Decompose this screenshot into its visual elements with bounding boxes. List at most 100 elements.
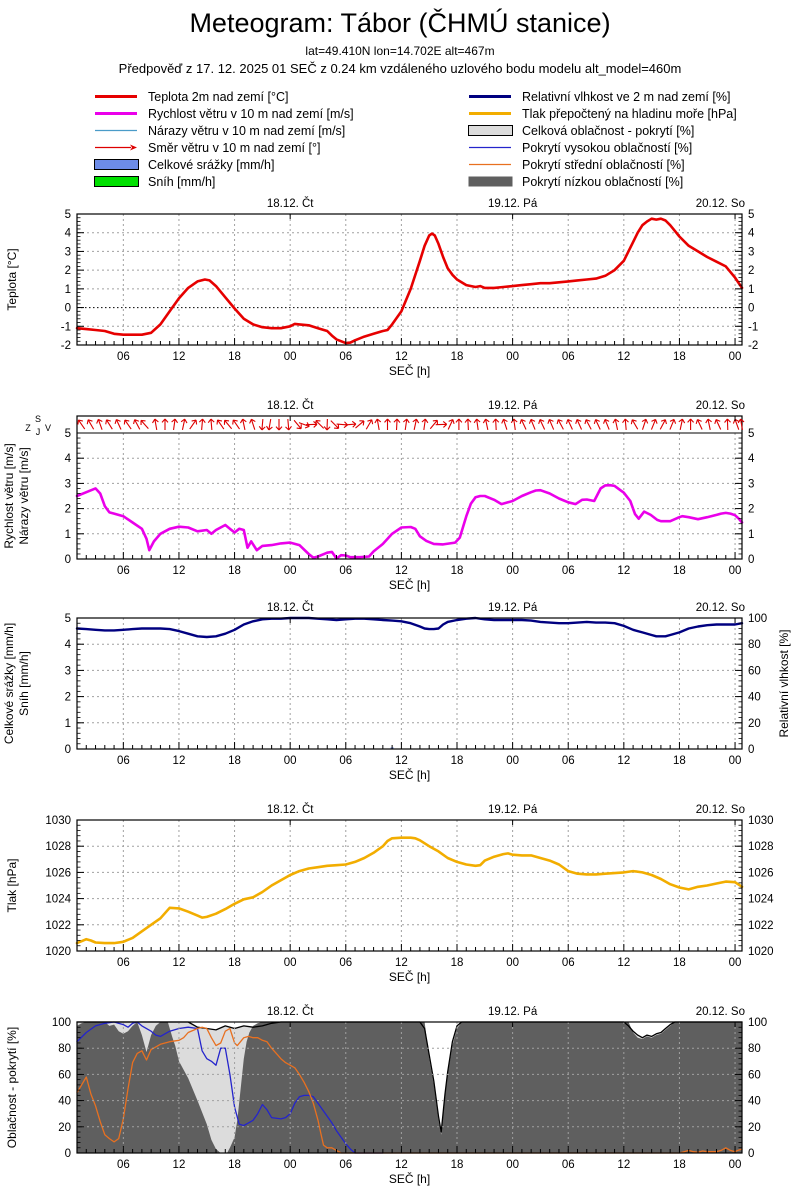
- x-tick-label: 18: [451, 565, 464, 577]
- wind-arrow-icon: [275, 419, 283, 431]
- x-tick-label: 06: [562, 351, 575, 363]
- legend-item-left-0: Teplota 2m nad zemí [°C]: [93, 88, 354, 105]
- y-tick-label-right: 2: [748, 504, 754, 516]
- y-tick-label-right: 1028: [748, 841, 774, 853]
- svg-text:V: V: [45, 423, 51, 433]
- x-tick-label: 06: [339, 1159, 352, 1171]
- x-tick-label: 18: [673, 565, 686, 577]
- x-tick-label: 06: [117, 957, 130, 969]
- legend-item-right-0: Relativní vlhkost ve 2 m nad zemí [%]: [467, 88, 737, 105]
- day-label: 19.12. Pá: [488, 804, 538, 816]
- y-tick-label-right: 80: [748, 639, 761, 651]
- x-tick-label: 18: [228, 957, 241, 969]
- y-tick-label-right: 0: [748, 744, 754, 756]
- wind-arrow-icon: [315, 420, 325, 429]
- x-tick-label: 00: [506, 351, 519, 363]
- wind-arrow-icon: [344, 420, 357, 428]
- y-tick-label-right: 5: [748, 428, 754, 440]
- wind-arrow-icon: [355, 420, 365, 429]
- x-tick-label: 18: [228, 755, 241, 767]
- series-group: [75, 836, 744, 945]
- plot-frame: [76, 617, 743, 750]
- Pokrytí střední oblačností [%]: [76, 1026, 743, 1154]
- y-tick-label-right: 3: [748, 478, 754, 490]
- x-axis-title: SEČ [h]: [389, 969, 430, 984]
- axis-ticks: [76, 213, 742, 346]
- wind-arrow-icon: [384, 418, 391, 430]
- wind-arrow-icon: [152, 418, 159, 431]
- box-swatch-icon: [468, 125, 513, 136]
- wind-arrow-icon: [239, 418, 247, 430]
- x-tick-label: 06: [339, 755, 352, 767]
- wind-arrow-icon: [258, 418, 266, 431]
- Relativní vlhkost ve 2 m nad zemí [%]: [75, 616, 744, 639]
- y-axis-title-left: Sníh [mm/h]: [17, 651, 31, 716]
- station-coordinates-subtitle: lat=49.410N lon=14.702E alt=467m: [305, 44, 495, 58]
- legend-label: Sníh [mm/h]: [148, 174, 216, 189]
- gridlines: [77, 214, 742, 345]
- wind-arrow-icon: [114, 419, 122, 430]
- y-tick-label-left: 1030: [45, 815, 71, 827]
- legend-label: Nárazy větru v 10 m nad zemí [m/s]: [148, 123, 346, 138]
- x-tick-label: 06: [562, 565, 575, 577]
- y-tick-label-right: 20: [748, 1122, 761, 1134]
- x-tick-label: 06: [117, 351, 130, 363]
- svg-text:J: J: [36, 427, 41, 437]
- legend-label: Směr větru v 10 m nad zemí [°]: [148, 140, 321, 155]
- wind-arrow-icon: [641, 418, 649, 430]
- line-swatch-icon: [95, 95, 137, 98]
- wind-arrow-icon: [216, 419, 225, 430]
- wind-arrow-icon: [123, 419, 132, 430]
- x-tick-label: 06: [562, 957, 575, 969]
- day-label: 19.12. Pá: [488, 198, 538, 210]
- y-tick-label-left: 3: [65, 478, 71, 490]
- x-tick-label: 18: [673, 957, 686, 969]
- wind-arrow-icon: [705, 418, 712, 430]
- x-tick-label: 12: [173, 1159, 186, 1171]
- y-tick-label-left: 4: [65, 228, 72, 240]
- wind-arrow-icon: [547, 418, 555, 430]
- wind-arrow-icon: [492, 418, 500, 431]
- y-tick-label-right: 60: [748, 1069, 761, 1081]
- legend-label: Rychlost větru v 10 m nad zemí [m/s]: [148, 106, 354, 121]
- wind-arrow-icon: [285, 418, 292, 431]
- day-label: 18.12. Čt: [267, 601, 314, 614]
- y-tick-label-right: 3: [748, 246, 754, 258]
- wind-arrow-icon: [714, 419, 722, 430]
- x-tick-label: 06: [339, 351, 352, 363]
- wind-arrow-icon: [447, 419, 455, 430]
- wind-arrow-icon: [412, 418, 420, 430]
- series-group: [75, 217, 744, 345]
- legend-label: Teplota 2m nad zemí [°C]: [148, 89, 289, 104]
- x-tick-label: 00: [506, 565, 519, 577]
- y-axis-title-left: Celkové srážky [mm/h]: [2, 623, 16, 744]
- wind-arrow-icon: [133, 419, 141, 430]
- legend-item-right-1: Tlak přepočtený na hladinu moře [hPa]: [467, 105, 737, 122]
- wind-arrow-icon: [105, 419, 113, 430]
- y-tick-label-right: 0: [748, 554, 754, 566]
- line-swatch-icon: [469, 146, 511, 149]
- x-tick-label: 18: [451, 351, 464, 363]
- x-tick-label: 06: [339, 565, 352, 577]
- wind-arrow-icon: [429, 419, 438, 430]
- y-tick-label-left: 4: [65, 453, 72, 465]
- y-tick-label-left: 0: [65, 744, 71, 756]
- wind-arrow-icon: [171, 418, 179, 431]
- legend-label: Pokrytí střední oblačností [%]: [522, 157, 685, 172]
- y-tick-label-right: 60: [748, 665, 761, 677]
- x-tick-label: 12: [395, 755, 408, 767]
- wind-arrow-icon: [584, 419, 592, 430]
- y-tick-label-right: 5: [748, 209, 754, 221]
- y-tick-label-right: 2: [748, 265, 754, 277]
- y-axis-title-left: Teplota [°C]: [5, 248, 19, 310]
- y-tick-label-left: 1: [65, 718, 71, 730]
- y-tick-label-left: 5: [65, 613, 71, 625]
- y-tick-label-left: 3: [65, 665, 71, 677]
- legend-item-right-4: Pokrytí střední oblačností [%]: [467, 156, 737, 173]
- x-tick-label: 12: [617, 351, 630, 363]
- x-tick-label: 12: [173, 957, 186, 969]
- y-tick-label-right: 1022: [748, 920, 774, 932]
- wind-arrow-icon: [510, 418, 518, 431]
